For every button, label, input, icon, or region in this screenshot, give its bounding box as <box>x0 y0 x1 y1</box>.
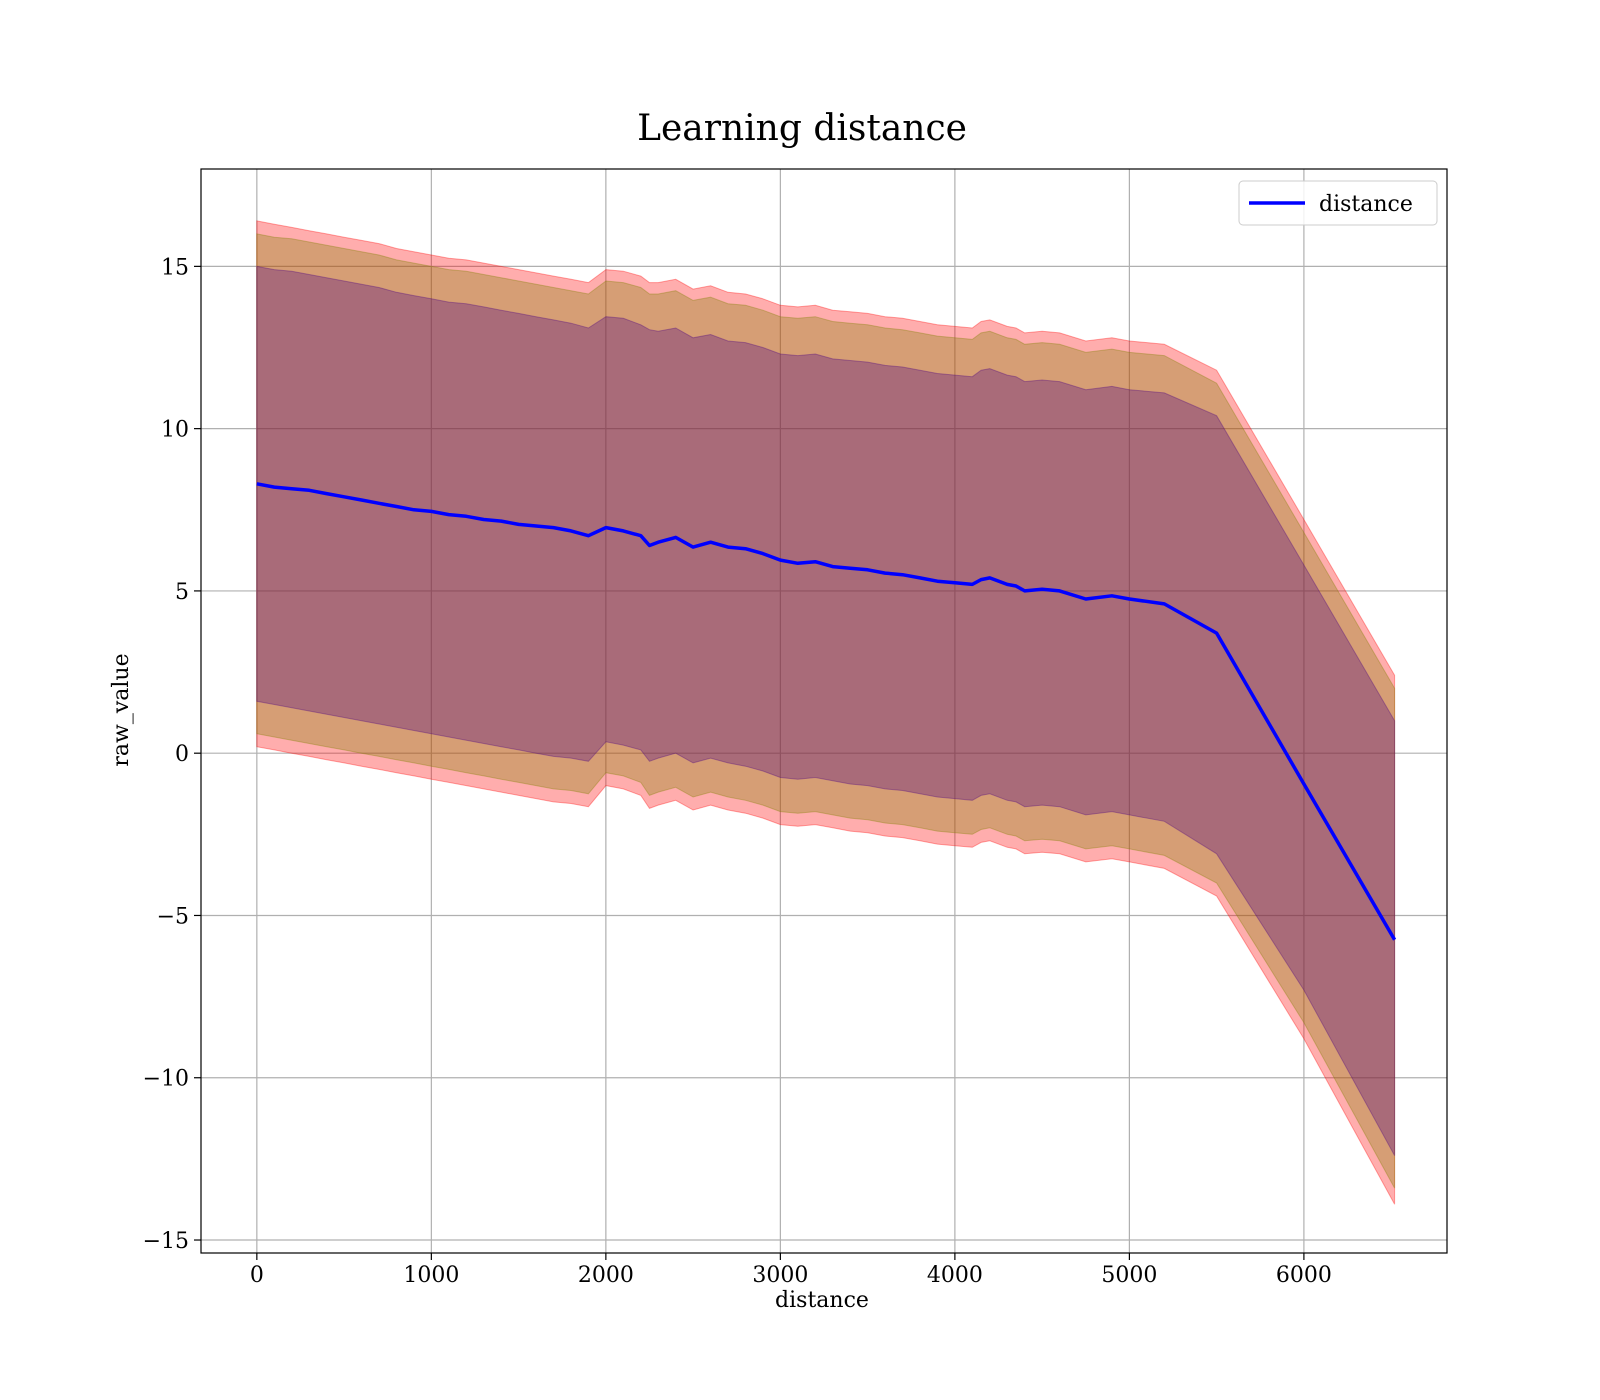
y-tick-label: 10 <box>161 418 189 443</box>
y-axis-label: raw_value <box>109 653 134 766</box>
plot-area: 0 1000 2000 3000 4000 5000 6000 −15 −10 −5 0 5 10 15 d… <box>143 168 1448 1288</box>
x-tick-label: 3000 <box>752 1263 808 1288</box>
x-tick-label: 6000 <box>1276 1263 1332 1288</box>
axes-frame <box>200 168 1448 1254</box>
series-line-distance <box>256 482 1397 941</box>
legend-label: distance <box>1319 192 1413 217</box>
y-tick-label: 15 <box>161 255 189 280</box>
legend-box <box>1238 180 1438 226</box>
chart-title: Learning distance <box>637 108 967 149</box>
x-tick-label: 0 <box>250 1263 264 1288</box>
y-tick-label: −10 <box>143 1067 189 1092</box>
x-axis-label: distance <box>775 1288 869 1313</box>
x-tick-label: 2000 <box>578 1263 634 1288</box>
confidence-band-1 <box>256 233 1396 1189</box>
confidence-band-2 <box>256 265 1396 1156</box>
y-tick-label: 5 <box>175 580 189 605</box>
y-tick-label: 0 <box>175 742 189 767</box>
y-tick-label: −15 <box>143 1229 189 1254</box>
x-tick-label: 5000 <box>1101 1263 1157 1288</box>
x-tick-label: 4000 <box>927 1263 983 1288</box>
y-tick-label: −5 <box>157 904 189 929</box>
confidence-band-0 <box>256 220 1396 1205</box>
x-tick-label: 1000 <box>403 1263 459 1288</box>
